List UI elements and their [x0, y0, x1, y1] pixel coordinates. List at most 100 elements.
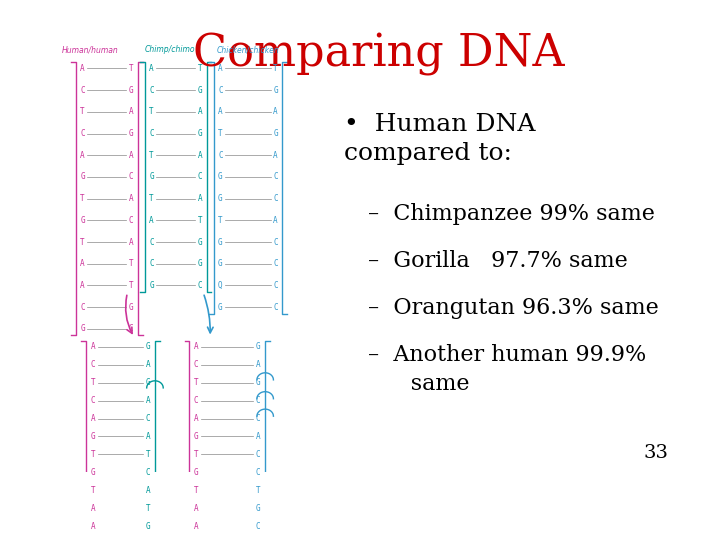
Text: G: G — [218, 259, 222, 268]
Text: A: A — [129, 238, 133, 247]
Text: T: T — [273, 64, 278, 73]
Text: A: A — [145, 360, 150, 369]
Text: –  Chimpanzee 99% same: – Chimpanzee 99% same — [369, 203, 655, 225]
Text: T: T — [218, 129, 222, 138]
Text: T: T — [145, 450, 150, 459]
Text: G: G — [81, 216, 85, 225]
Text: A: A — [197, 194, 202, 203]
Text: –  Another human 99.9%
      same: – Another human 99.9% same — [369, 345, 647, 395]
Text: •  Human DNA
compared to:: • Human DNA compared to: — [344, 113, 536, 165]
Text: C: C — [273, 259, 278, 268]
Text: G: G — [218, 194, 222, 203]
Text: C: C — [218, 151, 222, 160]
Text: G: G — [194, 468, 199, 477]
Text: G: G — [197, 238, 202, 247]
Text: G: G — [91, 468, 95, 477]
Text: T: T — [194, 486, 199, 495]
Text: T: T — [197, 64, 202, 73]
Text: A: A — [81, 64, 85, 73]
Text: T: T — [81, 238, 85, 247]
Text: A: A — [129, 194, 133, 203]
Text: A: A — [273, 107, 278, 116]
Text: T: T — [149, 151, 154, 160]
Text: C: C — [273, 281, 278, 290]
Text: A: A — [91, 414, 95, 423]
Text: A: A — [194, 522, 199, 531]
Text: T: T — [194, 450, 199, 459]
Text: T: T — [218, 216, 222, 225]
Text: A: A — [145, 396, 150, 405]
Text: A: A — [194, 504, 199, 512]
Text: G: G — [273, 129, 278, 138]
Text: C: C — [145, 414, 150, 423]
Text: G: G — [218, 172, 222, 181]
Text: C: C — [149, 259, 154, 268]
Text: C: C — [218, 86, 222, 94]
Text: C: C — [91, 396, 95, 405]
Text: G: G — [256, 504, 261, 512]
Text: A: A — [194, 342, 199, 352]
Text: G: G — [91, 432, 95, 441]
Text: C: C — [256, 414, 261, 423]
Text: A: A — [129, 107, 133, 116]
Text: G: G — [81, 325, 85, 333]
Text: A: A — [81, 259, 85, 268]
Text: G: G — [145, 378, 150, 387]
Text: A: A — [91, 504, 95, 512]
Text: –  Gorilla   97.7% same: – Gorilla 97.7% same — [369, 250, 629, 272]
Text: –  Orangutan 96.3% same: – Orangutan 96.3% same — [369, 298, 660, 319]
Text: C: C — [197, 172, 202, 181]
Text: Chimp/chimo: Chimp/chimo — [145, 45, 195, 54]
Text: A: A — [273, 216, 278, 225]
Text: G: G — [256, 342, 261, 352]
Text: G: G — [129, 129, 133, 138]
Text: T: T — [149, 107, 154, 116]
Text: C: C — [273, 172, 278, 181]
Text: A: A — [91, 342, 95, 352]
Text: C: C — [149, 86, 154, 94]
Text: G: G — [218, 303, 222, 312]
Text: C: C — [273, 303, 278, 312]
Text: C: C — [256, 450, 261, 459]
Text: G: G — [218, 238, 222, 247]
Text: A: A — [197, 107, 202, 116]
Text: A: A — [197, 151, 202, 160]
Text: A: A — [91, 522, 95, 531]
Text: A: A — [256, 360, 261, 369]
Text: T: T — [197, 216, 202, 225]
Text: A: A — [218, 64, 222, 73]
Text: A: A — [256, 432, 261, 441]
Text: G: G — [145, 522, 150, 531]
Text: G: G — [129, 303, 133, 312]
Text: G: G — [149, 281, 154, 290]
Text: T: T — [91, 378, 95, 387]
Text: T: T — [91, 450, 95, 459]
Text: A: A — [149, 216, 154, 225]
Text: G: G — [81, 172, 85, 181]
Text: C: C — [256, 396, 261, 405]
Text: A: A — [218, 107, 222, 116]
Text: A: A — [194, 414, 199, 423]
Text: G: G — [145, 342, 150, 352]
Text: T: T — [194, 378, 199, 387]
Text: 33: 33 — [643, 444, 668, 462]
Text: G: G — [129, 86, 133, 94]
Text: G: G — [149, 172, 154, 181]
Text: C: C — [129, 325, 133, 333]
Text: G: G — [273, 86, 278, 94]
Text: G: G — [197, 86, 202, 94]
Text: C: C — [81, 86, 85, 94]
Text: C: C — [81, 303, 85, 312]
Text: Human/human: Human/human — [62, 45, 119, 54]
Text: T: T — [129, 259, 133, 268]
Text: C: C — [129, 172, 133, 181]
Text: A: A — [81, 281, 85, 290]
Text: T: T — [145, 504, 150, 512]
Text: A: A — [145, 486, 150, 495]
Text: T: T — [81, 107, 85, 116]
Text: A: A — [273, 151, 278, 160]
Text: C: C — [273, 238, 278, 247]
Text: C: C — [145, 468, 150, 477]
Text: C: C — [149, 238, 154, 247]
Text: C: C — [273, 194, 278, 203]
